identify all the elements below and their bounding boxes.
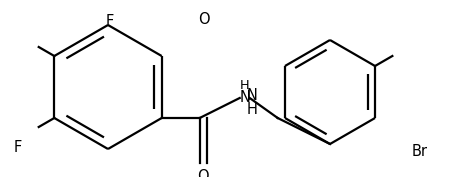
Text: N: N [247, 87, 258, 102]
Text: F: F [106, 15, 114, 30]
Text: O: O [197, 169, 208, 177]
Text: H: H [240, 79, 249, 92]
Text: F: F [14, 139, 22, 155]
Text: N: N [239, 90, 250, 104]
Text: H: H [247, 101, 258, 116]
Text: O: O [198, 13, 210, 27]
Text: Br: Br [412, 144, 428, 158]
